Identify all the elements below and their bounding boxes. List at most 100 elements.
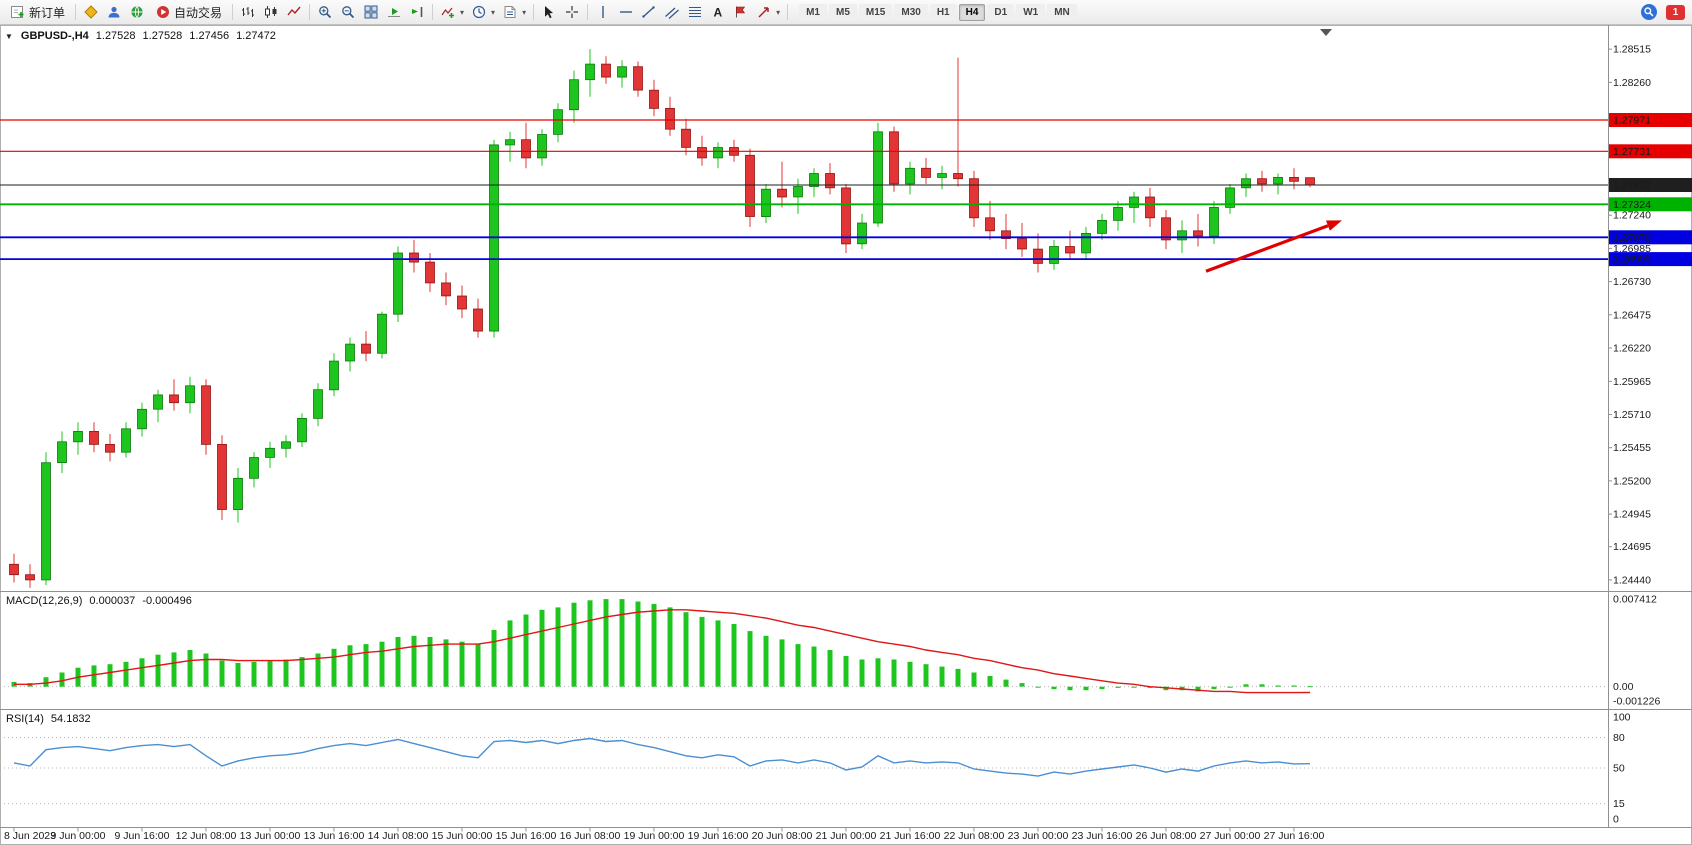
svg-text:21 Jun 00:00: 21 Jun 00:00 [816,830,877,842]
toolbar-separator [787,4,789,20]
globe-icon [131,6,143,18]
chart-window: 1.27971 1.27731 1.27472 1.27324 1.27070 1.269… [0,25,1692,845]
metaeditor-icon [84,5,98,19]
toolbar-separator [533,4,535,20]
chevron-down-icon: ▾ [460,7,465,17]
svg-text:1.25455: 1.25455 [1613,442,1651,454]
svg-text:A: A [714,6,723,20]
periods-button[interactable]: ▾ [468,2,498,22]
toolbar-separator [587,4,589,20]
svg-text:27 Jun 00:00: 27 Jun 00:00 [1200,830,1261,842]
svg-text:15 Jun 16:00: 15 Jun 16:00 [496,830,557,842]
fibonacci-icon [689,7,702,17]
indicators-icon [441,7,455,18]
svg-text:1.25710: 1.25710 [1613,409,1651,421]
svg-text:1.27324: 1.27324 [1613,199,1651,211]
line-chart-button[interactable] [283,2,305,22]
crosshair-icon [566,6,579,18]
flag-icon [736,6,746,18]
svg-text:1.28260: 1.28260 [1613,77,1651,89]
new-order-label: 新订单 [29,5,66,20]
svg-text:16 Jun 08:00: 16 Jun 08:00 [560,830,621,842]
equidistant-channel-button[interactable] [661,2,683,22]
tf-d1-button[interactable]: D1 [987,3,1015,21]
cursor-icon [545,6,554,19]
text-icon: A [714,6,723,20]
profile-icon [108,6,120,18]
svg-text:15 Jun 00:00: 15 Jun 00:00 [432,830,493,842]
svg-text:14 Jun 08:00: 14 Jun 08:00 [368,830,429,842]
svg-text:13 Jun 16:00: 13 Jun 16:00 [304,830,365,842]
tf-m15-button[interactable]: M15 [858,3,893,21]
svg-text:1.26730: 1.26730 [1613,276,1651,288]
svg-text:13 Jun 00:00: 13 Jun 00:00 [240,830,301,842]
tf-m5-button[interactable]: M5 [829,3,857,21]
svg-text:-0.001226: -0.001226 [1613,696,1660,708]
auto-scroll-button[interactable] [383,2,405,22]
chart-canvas[interactable]: 1.279711.277311.274721.273241.270701.269… [0,25,1692,845]
toolbar-right-cluster: 1 [1637,2,1685,22]
svg-text:1.26985: 1.26985 [1613,243,1651,255]
new-order-button[interactable]: 新订单 [4,2,71,22]
svg-text:80: 80 [1613,732,1625,744]
chevron-down-icon: ▾ [522,7,527,17]
candlestick-chart-button[interactable] [260,2,282,22]
trendline-button[interactable] [638,2,660,22]
svg-text:1.26903: 1.26903 [1613,254,1651,266]
bar-chart-button[interactable] [237,2,259,22]
market-news-button[interactable] [126,2,148,22]
svg-text:0: 0 [1613,813,1619,825]
svg-text:1.26475: 1.26475 [1613,309,1651,321]
svg-text:23 Jun 00:00: 23 Jun 00:00 [1008,830,1069,842]
tf-h1-button[interactable]: H1 [929,3,957,21]
svg-text:100: 100 [1613,712,1631,724]
svg-text:1.27240: 1.27240 [1613,210,1651,222]
new-order-icon [11,6,24,18]
metaeditor-button[interactable] [80,2,102,22]
notification-badge[interactable]: 1 [1666,4,1685,20]
cursor-button[interactable] [538,2,560,22]
tf-m1-button[interactable]: M1 [799,3,827,21]
tf-m30-button[interactable]: M30 [894,3,928,21]
chart-shift-button[interactable] [406,2,428,22]
svg-text:27 Jun 16:00: 27 Jun 16:00 [1264,830,1325,842]
toolbar-separator [232,4,234,20]
svg-text:1.25200: 1.25200 [1613,475,1651,487]
chevron-down-icon: ▾ [491,7,496,17]
fibonacci-button[interactable] [684,2,706,22]
svg-text:1.27731: 1.27731 [1613,146,1651,158]
autotrading-button[interactable]: 自动交易 [149,2,228,22]
svg-text:1.27971: 1.27971 [1613,115,1651,127]
text-button[interactable]: A [707,2,729,22]
svg-text:1.24695: 1.24695 [1613,541,1651,553]
zoom-out-button[interactable] [337,2,359,22]
svg-text:19 Jun 16:00: 19 Jun 16:00 [688,830,749,842]
search-button[interactable] [1637,2,1661,22]
template-icon [504,6,516,18]
zoom-in-button[interactable] [314,2,336,22]
tf-h4-button[interactable]: H4 [958,3,986,21]
candlestick-chart-icon [265,6,277,18]
crosshair-button[interactable] [561,2,583,22]
templates-button[interactable]: ▾ [499,2,529,22]
zoom-out-icon [342,6,355,19]
svg-text:15: 15 [1613,798,1625,810]
clock-icon [472,5,486,19]
tf-mn-button[interactable]: MN [1047,3,1077,21]
bar-chart-icon [242,7,255,17]
community-button[interactable] [103,2,125,22]
autotrading-label: 自动交易 [174,5,223,20]
one-click-trading-arrow[interactable]: ▼ [5,31,13,41]
arrows-button[interactable]: ▾ [753,2,783,22]
horizontal-line-button[interactable] [615,2,637,22]
tile-windows-icon [364,5,378,19]
timeframe-toolbar: M1 M5 M15 M30 H1 H4 D1 W1 MN [798,3,1078,21]
vertical-line-button[interactable] [592,2,614,22]
indicators-button[interactable]: ▾ [437,2,467,22]
svg-text:1.24945: 1.24945 [1613,509,1651,521]
svg-text:0.00: 0.00 [1613,681,1634,693]
tile-windows-button[interactable] [360,2,382,22]
tf-w1-button[interactable]: W1 [1016,3,1046,21]
channel-icon [665,7,680,19]
text-label-button[interactable] [730,2,752,22]
